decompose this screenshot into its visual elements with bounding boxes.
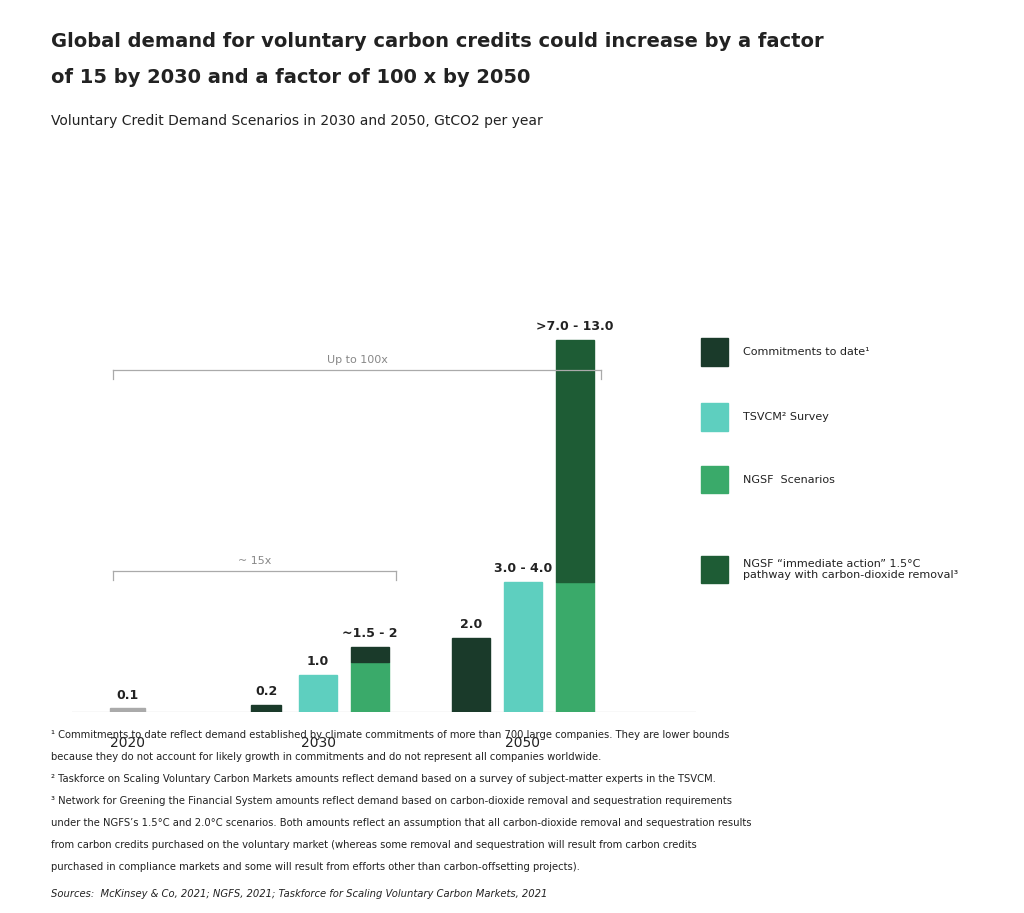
Bar <box>351 647 389 662</box>
Text: Global demand for voluntary carbon credits could increase by a factor: Global demand for voluntary carbon credi… <box>51 32 824 51</box>
Text: 1.0: 1.0 <box>307 656 329 668</box>
Text: ³ Network for Greening the Financial System amounts reflect demand based on carb: ³ Network for Greening the Financial Sys… <box>51 796 732 806</box>
Bar <box>701 338 728 366</box>
Text: 2050: 2050 <box>505 736 541 750</box>
Bar <box>504 582 542 712</box>
Text: Sources:  McKinsey & Co, 2021; NGFS, 2021; Taskforce for Scaling Voluntary Carbo: Sources: McKinsey & Co, 2021; NGFS, 2021… <box>51 889 548 899</box>
Text: >7.0 - 13.0: >7.0 - 13.0 <box>537 320 613 333</box>
Bar <box>351 662 389 712</box>
Bar <box>701 555 728 583</box>
Text: TSVCM² Survey: TSVCM² Survey <box>743 413 828 423</box>
Text: 2.0: 2.0 <box>460 618 482 631</box>
Text: 2020: 2020 <box>110 736 144 750</box>
Text: NGSF  Scenarios: NGSF Scenarios <box>743 475 835 485</box>
Bar <box>299 675 337 712</box>
Text: ¹ Commitments to date reflect demand established by climate commitments of more : ¹ Commitments to date reflect demand est… <box>51 730 729 740</box>
Bar <box>452 638 489 712</box>
Text: under the NGFS’s 1.5°C and 2.0°C scenarios. Both amounts reflect an assumption t: under the NGFS’s 1.5°C and 2.0°C scenari… <box>51 818 752 828</box>
Text: NGSF “immediate action” 1.5°C
pathway with carbon-dioxide removal³: NGSF “immediate action” 1.5°C pathway wi… <box>743 559 958 581</box>
Text: of 15 by 2030 and a factor of 100 x by 2050: of 15 by 2030 and a factor of 100 x by 2… <box>51 68 530 88</box>
Text: ~1.5 - 2: ~1.5 - 2 <box>342 627 398 640</box>
Text: because they do not account for likely growth in commitments and do not represen: because they do not account for likely g… <box>51 752 601 762</box>
Bar <box>556 582 594 712</box>
Text: 2030: 2030 <box>301 736 336 750</box>
Text: 3.0 - 4.0: 3.0 - 4.0 <box>494 562 552 575</box>
Bar <box>701 466 728 494</box>
Bar <box>701 404 728 432</box>
Text: from carbon credits purchased on the voluntary market (whereas some removal and : from carbon credits purchased on the vol… <box>51 840 697 850</box>
Bar <box>110 708 144 712</box>
Text: 0.1: 0.1 <box>116 688 138 702</box>
Text: Voluntary Credit Demand Scenarios in 2030 and 2050, GtCO2 per year: Voluntary Credit Demand Scenarios in 203… <box>51 114 543 128</box>
Text: 0.2: 0.2 <box>255 685 278 698</box>
Text: ² Taskforce on Scaling Voluntary Carbon Markets amounts reflect demand based on : ² Taskforce on Scaling Voluntary Carbon … <box>51 774 716 784</box>
Text: Commitments to date¹: Commitments to date¹ <box>743 347 869 357</box>
Bar <box>251 705 282 712</box>
Bar <box>556 341 594 582</box>
Text: purchased in compliance markets and some will result from efforts other than car: purchased in compliance markets and some… <box>51 862 580 872</box>
Text: ~ 15x: ~ 15x <box>238 556 271 566</box>
Text: Up to 100x: Up to 100x <box>327 355 387 365</box>
